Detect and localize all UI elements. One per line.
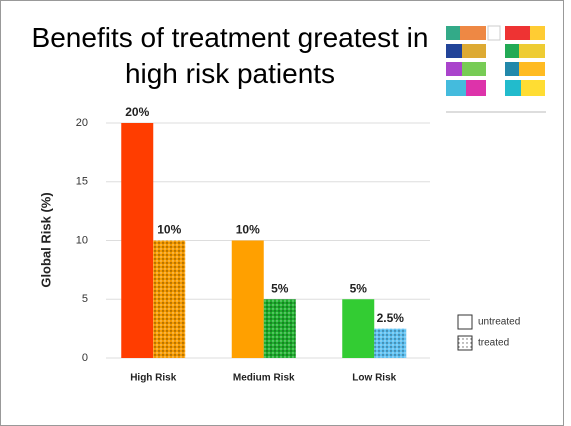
bar	[231, 240, 264, 358]
legend-swatch	[457, 314, 473, 330]
bar	[153, 240, 186, 358]
x-tick-label: Low Risk	[352, 373, 396, 384]
x-tick-label: Medium Risk	[233, 373, 295, 384]
x-tick-label: High Risk	[130, 373, 177, 384]
legend-label: treated	[478, 338, 509, 349]
value-label: 5%	[350, 281, 368, 295]
chart-title: Benefits of treatment greatest in high r…	[31, 22, 429, 89]
bar	[342, 299, 375, 358]
y-axis-label: Global Risk (%)	[38, 192, 53, 287]
value-label: 10%	[236, 223, 260, 237]
y-tick-label: 20	[76, 117, 88, 129]
legend-swatch	[457, 335, 473, 351]
thumbnail	[446, 25, 546, 113]
value-label: 5%	[271, 281, 289, 295]
value-label: 2.5%	[377, 311, 405, 325]
y-tick-label: 10	[76, 234, 88, 246]
y-tick-label: 0	[82, 352, 88, 364]
value-label: 10%	[157, 223, 181, 237]
value-label: 20%	[125, 105, 149, 119]
y-tick-label: 5	[82, 293, 88, 305]
legend-label: untreated	[478, 317, 520, 328]
bar	[263, 299, 296, 358]
bar	[374, 328, 407, 358]
bar	[121, 123, 154, 358]
y-tick-label: 15	[76, 176, 88, 188]
